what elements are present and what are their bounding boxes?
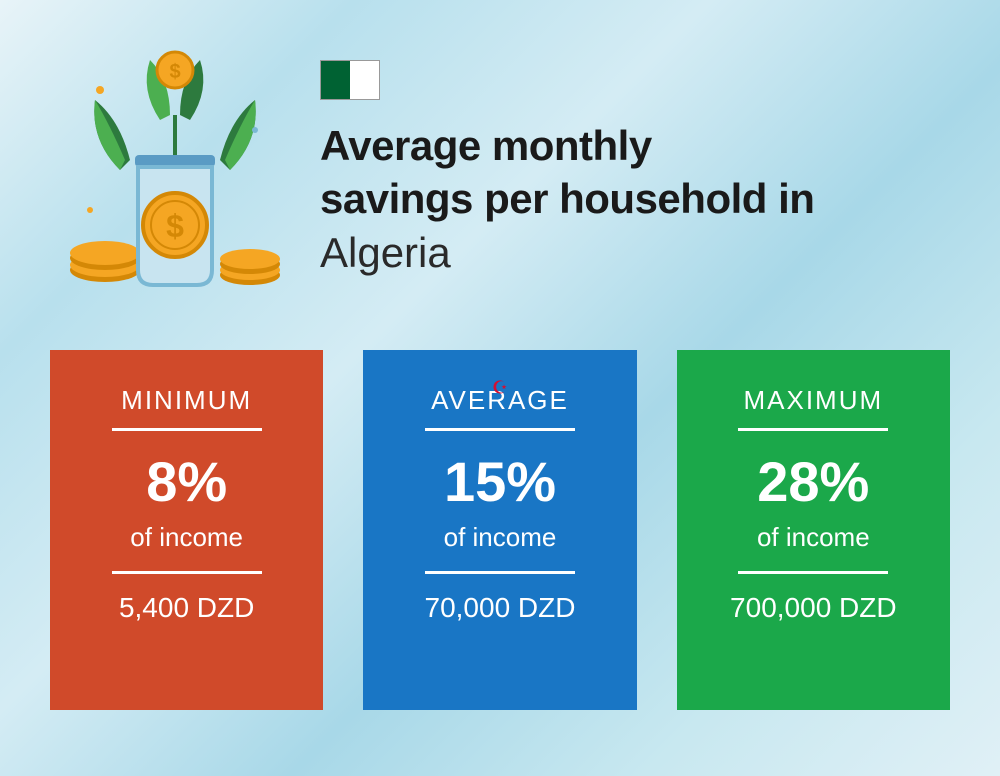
svg-text:$: $ [166, 208, 184, 244]
amount-value: 700,000 DZD [730, 592, 897, 624]
svg-text:$: $ [169, 61, 180, 83]
minimum-card: MINIMUM 8% of income 5,400 DZD [50, 350, 323, 710]
title-line-2: savings per household in [320, 175, 814, 222]
divider [112, 428, 262, 431]
savings-illustration: $ $ [60, 40, 290, 300]
algeria-flag-icon: ☪ [320, 60, 380, 100]
amount-value: 70,000 DZD [425, 592, 576, 624]
percent-value: 8% [146, 449, 227, 514]
amount-value: 5,400 DZD [119, 592, 254, 624]
of-income-text: of income [757, 522, 870, 553]
of-income-text: of income [444, 522, 557, 553]
percent-value: 28% [757, 449, 869, 514]
title-section: ☪ Average monthly savings per household … [320, 40, 814, 277]
of-income-text: of income [130, 522, 243, 553]
maximum-card: MAXIMUM 28% of income 700,000 DZD [677, 350, 950, 710]
divider [425, 571, 575, 574]
card-label: MAXIMUM [743, 385, 883, 416]
divider [112, 571, 262, 574]
percent-value: 15% [444, 449, 556, 514]
country-name: Algeria [320, 229, 814, 277]
divider [738, 428, 888, 431]
divider [738, 571, 888, 574]
divider [425, 428, 575, 431]
card-label: MINIMUM [121, 385, 252, 416]
title-line-1: Average monthly [320, 122, 652, 169]
average-card: AVERAGE 15% of income 70,000 DZD [363, 350, 636, 710]
main-title: Average monthly savings per household in [320, 120, 814, 225]
header-section: $ $ ☪ Average monthly savings per househ… [0, 0, 1000, 330]
